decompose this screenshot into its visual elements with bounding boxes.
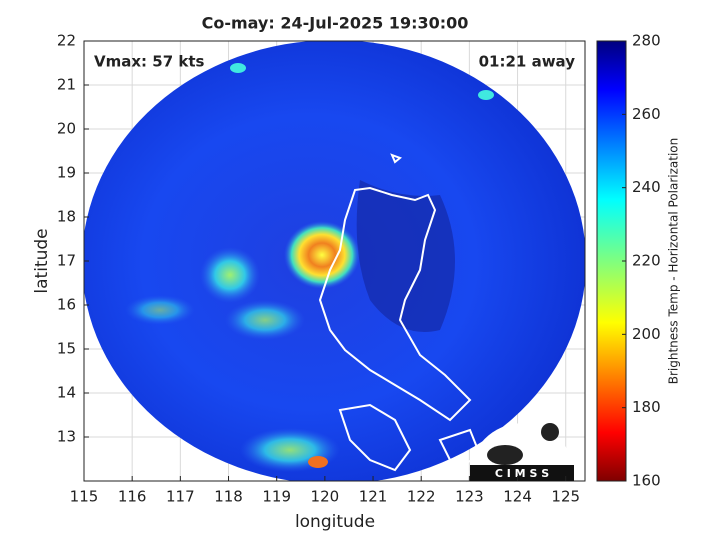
chart-title: Co-may: 24-Jul-2025 19:30:00 [202, 14, 469, 33]
x-tick-label: 120 [311, 488, 340, 506]
dark-region [356, 180, 455, 332]
y-tick-label: 17 [57, 252, 76, 270]
y-tick-label: 18 [57, 208, 76, 226]
x-tick-label: 121 [359, 488, 388, 506]
x-tick-label: 115 [70, 488, 99, 506]
x-tick-label: 125 [551, 488, 580, 506]
storm-core [284, 221, 360, 289]
x-tick-label: 118 [214, 488, 243, 506]
x-tick-label: 122 [407, 488, 436, 506]
y-tick-label: 19 [57, 164, 76, 182]
rainband [200, 247, 260, 303]
colorbar-tick-label: 260 [632, 105, 661, 123]
x-axis-label: longitude [295, 512, 375, 532]
logo: C I M S S [469, 423, 574, 481]
colorbar-tick-label: 180 [632, 398, 661, 416]
logo-tower [541, 423, 559, 441]
logo-dish [487, 445, 523, 465]
y-tick-label: 22 [57, 32, 76, 50]
y-axis-label: latitude [32, 228, 52, 293]
rainband [125, 295, 195, 325]
x-tick-label: 124 [503, 488, 532, 506]
coastline [318, 153, 482, 472]
x-tick-label: 116 [118, 488, 147, 506]
y-tick-label: 15 [57, 340, 76, 358]
logo-bar [470, 465, 574, 481]
convection [478, 90, 494, 100]
y-tick-label: 13 [57, 428, 76, 446]
colorbar-tick-label: 240 [632, 178, 661, 196]
colorbar: 160 180 200 220 240 260 280 [596, 32, 661, 490]
colorbar-tick-label: 220 [632, 252, 661, 270]
convection [308, 456, 328, 468]
rainband [225, 300, 305, 340]
colorbar-tick-label: 200 [632, 325, 661, 343]
colorbar-fill [596, 40, 627, 482]
colorbar-label: Brightness Temp - Horizontal Polarizatio… [667, 138, 681, 385]
y-tick-label: 14 [57, 384, 76, 402]
microwave-image [84, 41, 585, 481]
plot-area: C I M S S Vmax: 57 kts 01:21 away [83, 40, 586, 482]
x-tick-label: 123 [455, 488, 484, 506]
x-tick-label: 117 [166, 488, 195, 506]
logo-text: C I M S S [495, 467, 549, 480]
y-tick-label: 16 [57, 296, 76, 314]
colorbar-tick-label: 160 [632, 472, 661, 490]
vmax-annotation: Vmax: 57 kts [94, 53, 204, 71]
convection [230, 63, 246, 73]
x-tick-label: 119 [262, 488, 291, 506]
colorbar-tick-label: 280 [632, 32, 661, 50]
time-annotation: 01:21 away [479, 53, 576, 71]
y-tick-label: 21 [57, 76, 76, 94]
y-tick-label: 20 [57, 120, 76, 138]
